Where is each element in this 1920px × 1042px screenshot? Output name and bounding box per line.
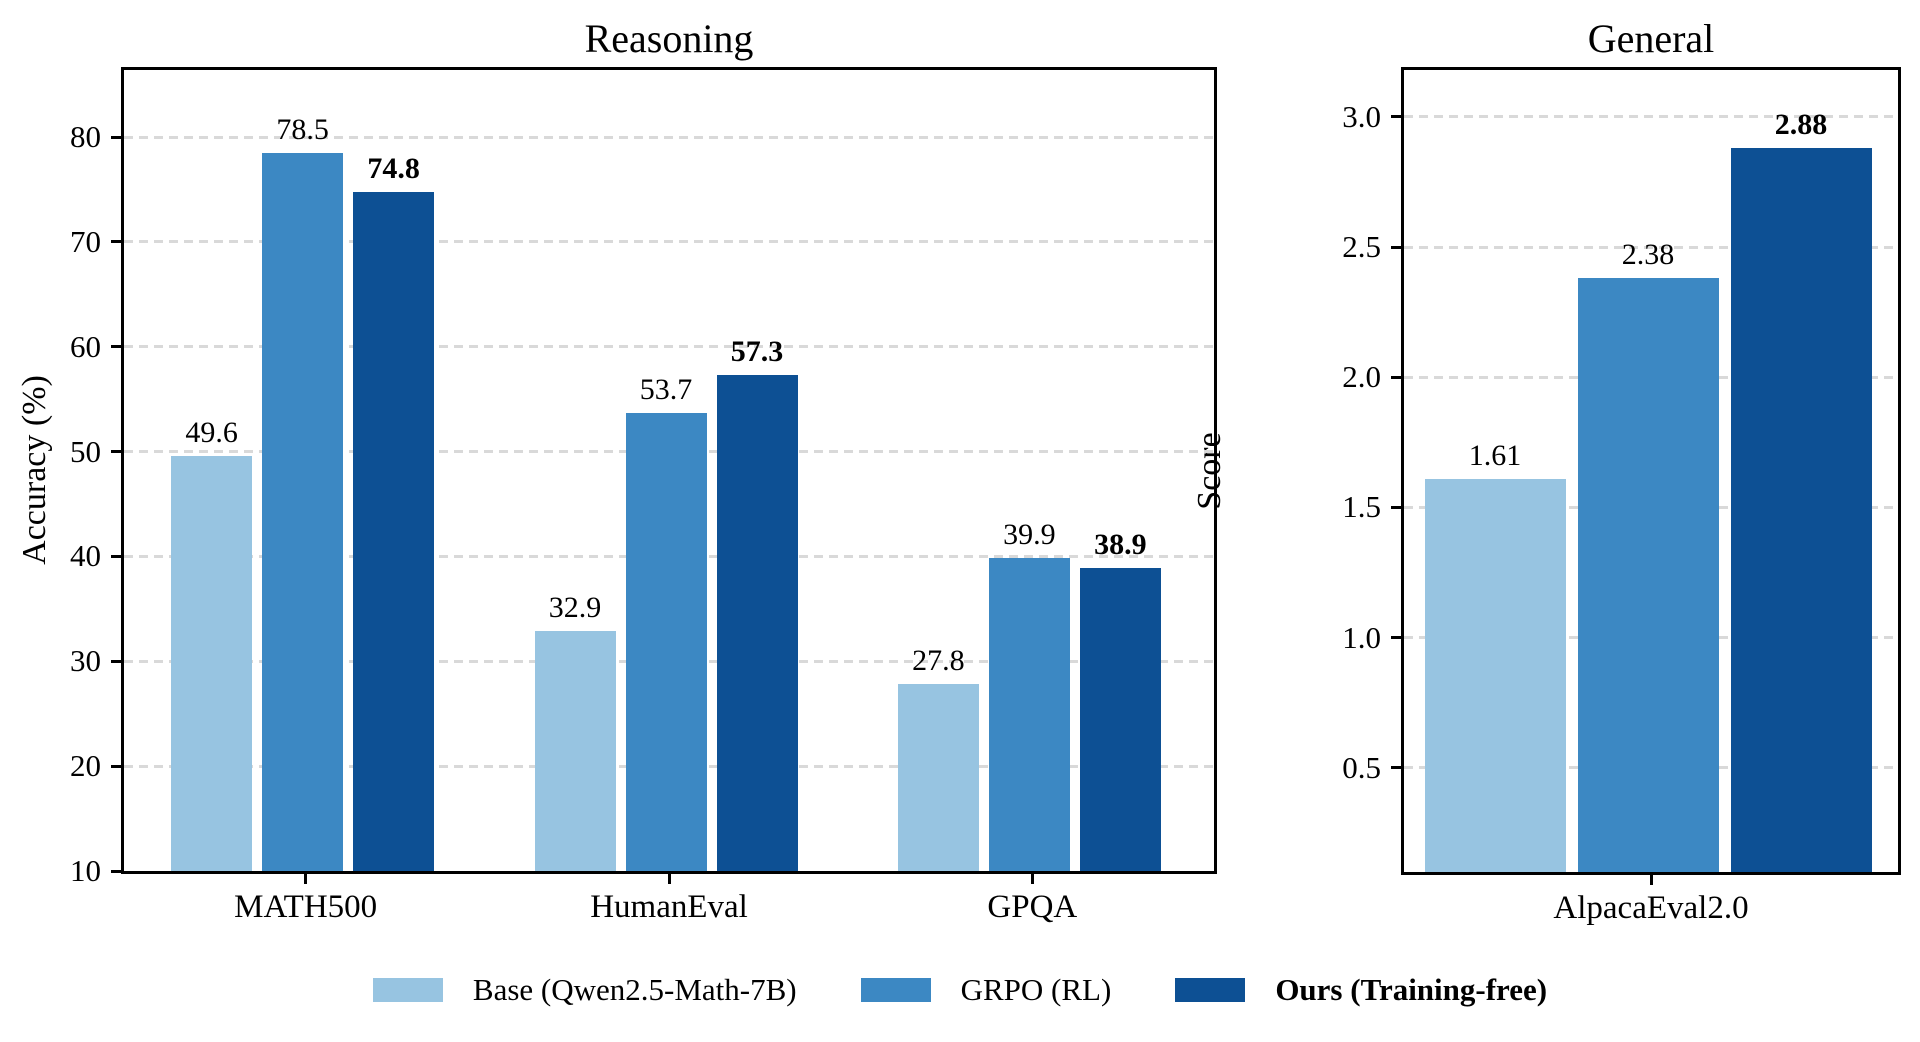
y-axis-tick <box>111 345 121 349</box>
y-axis-tick <box>1391 636 1401 640</box>
bar-value-label: 53.7 <box>639 372 693 406</box>
gridline <box>1404 115 1898 119</box>
bar-value-label: 57.3 <box>730 335 784 369</box>
gridline <box>124 240 1214 244</box>
legend-swatch-2 <box>860 978 931 1002</box>
legend-item-3: Ours (Training-free) <box>1175 966 1547 1014</box>
bar-value-label: 32.9 <box>548 590 602 624</box>
y-axis-tick <box>111 450 121 454</box>
gridline <box>124 135 1214 139</box>
bar-HumanEval-series1 <box>534 630 616 871</box>
y-tick-label: 40 <box>70 538 101 574</box>
legend-label-3: Ours (Training-free) <box>1275 972 1548 1007</box>
legend-swatch-1 <box>372 978 443 1002</box>
legend-item-2: GRPO (RL) <box>860 966 1112 1014</box>
legend: Base (Qwen2.5-Math-7B) GRPO (RL) Ours (Tra… <box>0 966 1920 1014</box>
plot-area-right: 1.61 2.38 2.88 <box>1401 67 1901 875</box>
y-tick-label: 70 <box>70 223 101 259</box>
y-tick-label: 60 <box>70 328 101 364</box>
left-panel-title: Reasoning <box>584 16 754 61</box>
bar-AlpacaEval2.0-series1 <box>1424 478 1566 872</box>
gridline <box>124 345 1214 349</box>
y-axis-tick <box>1391 375 1401 379</box>
y-tick-label: 80 <box>70 119 101 155</box>
legend-swatch-3 <box>1175 978 1246 1002</box>
bar-AlpacaEval2.0-series3 <box>1730 148 1872 872</box>
x-axis-tick <box>667 874 671 884</box>
bar-value-label: 78.5 <box>276 112 329 146</box>
y-tick-label: 2.5 <box>1342 229 1381 265</box>
y-tick-label: 10 <box>70 853 101 888</box>
y-axis-tick <box>1391 505 1401 509</box>
bar-MATH500-series2 <box>262 152 344 871</box>
y-axis-tick <box>111 135 121 139</box>
right-panel-title: General <box>1587 16 1715 61</box>
bar-value-label: 2.88 <box>1774 108 1828 142</box>
bar-value-label: 39.9 <box>1003 517 1056 551</box>
bar-GPQA-series2 <box>988 557 1070 871</box>
y-axis-tick <box>111 554 121 558</box>
y-axis-tick <box>1391 245 1401 249</box>
y-axis-tick <box>1391 766 1401 770</box>
x-axis-tick <box>1649 875 1653 885</box>
y-tick-label: 1.5 <box>1342 489 1381 525</box>
bar-AlpacaEval2.0-series2 <box>1577 278 1719 872</box>
category-label-AlpacaEval2.0: AlpacaEval2.0 <box>1553 890 1749 926</box>
y-axis-tick <box>111 869 121 873</box>
gridline <box>1404 245 1898 249</box>
y-tick-label: 30 <box>70 643 101 679</box>
y-tick-label: 20 <box>70 748 101 784</box>
bar-MATH500-series3 <box>353 191 435 871</box>
legend-label-1: Base (Qwen2.5-Math-7B) <box>472 972 797 1007</box>
y-tick-label: 50 <box>70 433 101 469</box>
y-tick-label: 0.5 <box>1342 749 1381 785</box>
bar-value-label: 49.6 <box>185 415 238 449</box>
y-axis-tick <box>111 764 121 768</box>
bar-value-label: 38.9 <box>1094 528 1147 562</box>
category-label-MATH500: MATH500 <box>234 889 378 925</box>
x-axis-tick <box>1030 874 1034 884</box>
y-axis-tick <box>111 240 121 244</box>
category-label-HumanEval: HumanEval <box>590 889 748 925</box>
bar-value-label: 2.38 <box>1621 238 1675 272</box>
y-axis-tick <box>111 659 121 663</box>
bar-MATH500-series1 <box>171 455 253 871</box>
bar-GPQA-series3 <box>1079 568 1161 871</box>
bar-value-label: 74.8 <box>367 151 420 185</box>
bar-HumanEval-series2 <box>625 412 707 871</box>
x-axis-tick <box>304 874 308 884</box>
legend-item-1: Base (Qwen2.5-Math-7B) <box>372 966 797 1014</box>
legend-label-2: GRPO (RL) <box>960 972 1112 1007</box>
y-tick-label: 3.0 <box>1342 98 1381 134</box>
y-axis-tick <box>1391 115 1401 119</box>
bar-HumanEval-series3 <box>716 375 798 871</box>
bar-value-label: 1.61 <box>1468 438 1522 472</box>
plot-area-left: 49.6 78.5 74.8 32.9 53.7 57.3 27.8 39.9 38.9 <box>121 67 1217 874</box>
category-label-GPQA: GPQA <box>987 889 1078 925</box>
y-tick-label: 2.0 <box>1342 359 1381 395</box>
y-tick-label: 1.0 <box>1342 619 1381 655</box>
bar-value-label: 27.8 <box>912 644 965 678</box>
bar-GPQA-series1 <box>897 684 979 871</box>
